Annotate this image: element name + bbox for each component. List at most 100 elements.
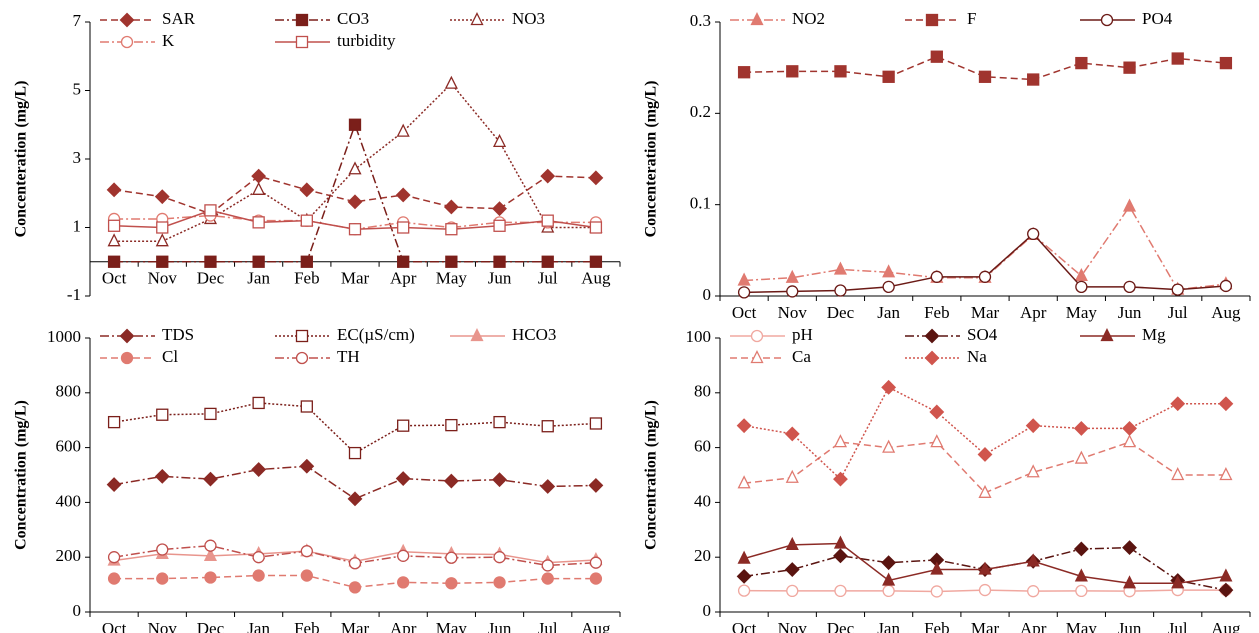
panel: -1 1 3 5 7 Oct Nov Dec Jan Feb Mar Apr May Jun Jul Aug C… xyxy=(13,9,621,304)
marker xyxy=(154,189,170,205)
marker xyxy=(978,561,992,575)
marker xyxy=(930,585,943,598)
x-tick-label: Jan xyxy=(247,619,270,633)
marker xyxy=(445,418,458,432)
marker xyxy=(1074,267,1088,282)
x-tick-label: Nov xyxy=(778,619,808,633)
marker xyxy=(300,214,313,227)
marker xyxy=(1073,541,1089,557)
marker xyxy=(107,255,121,268)
y-tick-label: 5 xyxy=(73,79,82,98)
x-tick-label: Jan xyxy=(877,619,900,633)
x-tick-label: Aug xyxy=(1211,303,1241,322)
marker xyxy=(300,400,313,413)
legend-label: SAR xyxy=(162,9,196,28)
marker xyxy=(347,194,363,210)
legend-marker xyxy=(924,328,940,344)
marker xyxy=(1027,227,1040,241)
marker xyxy=(833,535,848,549)
x-tick-label: May xyxy=(1066,619,1098,633)
legend-label: turbidity xyxy=(337,31,396,50)
marker xyxy=(882,280,895,294)
x-tick-label: Mar xyxy=(971,619,1000,633)
y-tick-label: 1 xyxy=(73,216,82,235)
marker xyxy=(445,223,458,236)
legend-marker xyxy=(1100,13,1114,27)
marker xyxy=(251,168,267,184)
legend-marker xyxy=(924,350,940,366)
marker xyxy=(882,70,895,83)
legend-label: Ca xyxy=(792,347,811,366)
marker xyxy=(252,255,265,268)
marker xyxy=(156,255,169,268)
y-tick-label: 0 xyxy=(703,601,712,620)
y-tick-label: 600 xyxy=(56,437,82,456)
marker xyxy=(252,569,265,582)
y-tick-label: 7 xyxy=(73,11,82,30)
marker xyxy=(397,221,410,234)
y-tick-label: 80 xyxy=(694,382,711,401)
panel: 0 0.1 0.2 0.3 Oct Nov Dec Jan Feb Mar Apr May Jun Jul… xyxy=(643,9,1251,322)
x-tick-label: Aug xyxy=(581,619,611,633)
marker xyxy=(930,50,943,63)
marker xyxy=(107,415,121,429)
y-tick-label: 60 xyxy=(694,437,711,456)
marker xyxy=(443,199,459,215)
marker xyxy=(252,216,265,229)
marker xyxy=(493,576,506,589)
marker xyxy=(156,543,169,556)
marker xyxy=(204,204,217,217)
marker xyxy=(1075,56,1088,70)
marker xyxy=(784,562,800,577)
marker xyxy=(882,584,895,598)
marker xyxy=(1122,421,1137,436)
y-tick-label: -1 xyxy=(67,285,81,304)
legend-marker xyxy=(925,13,939,27)
marker xyxy=(785,469,799,483)
marker xyxy=(155,233,169,247)
x-tick-label: Oct xyxy=(102,619,127,633)
marker xyxy=(541,559,554,572)
marker xyxy=(107,572,121,585)
marker xyxy=(541,214,554,227)
legend-marker xyxy=(295,13,309,27)
legend-marker xyxy=(295,351,309,365)
y-tick-label: 400 xyxy=(56,491,82,510)
marker xyxy=(204,255,217,268)
legend-marker xyxy=(750,12,764,26)
marker xyxy=(445,255,458,268)
marker xyxy=(1219,467,1233,481)
marker xyxy=(1073,421,1089,436)
marker xyxy=(541,420,554,433)
series-line xyxy=(113,465,596,500)
marker xyxy=(540,168,556,184)
marker xyxy=(299,458,315,474)
x-tick-label: May xyxy=(1066,303,1098,322)
x-tick-label: Dec xyxy=(197,269,225,288)
marker xyxy=(978,270,992,283)
x-tick-label: Feb xyxy=(924,303,950,322)
marker xyxy=(348,223,362,236)
marker xyxy=(348,161,362,175)
legend-label: HCO3 xyxy=(512,325,556,344)
marker xyxy=(1171,283,1184,296)
marker xyxy=(493,415,506,429)
marker xyxy=(1218,582,1234,598)
marker xyxy=(204,407,217,421)
series-line xyxy=(113,402,596,455)
legend-label: pH xyxy=(792,325,813,344)
marker xyxy=(300,545,313,558)
legend-marker xyxy=(470,12,484,26)
y-tick-label: 100 xyxy=(686,327,712,346)
x-tick-label: Jun xyxy=(1118,619,1142,633)
y-tick-label: 40 xyxy=(694,491,711,510)
marker xyxy=(833,434,848,448)
marker xyxy=(348,557,362,570)
x-tick-label: Apr xyxy=(1020,619,1047,633)
x-tick-label: Jul xyxy=(538,269,558,288)
x-tick-label: Jul xyxy=(1168,619,1188,633)
x-tick-label: Jun xyxy=(488,619,512,633)
x-tick-label: Jan xyxy=(247,269,270,288)
series-line xyxy=(114,122,596,263)
panel: 0 20 40 60 80 100 Oct Nov Dec Jan Feb Mar Apr May Jun J… xyxy=(643,325,1251,633)
